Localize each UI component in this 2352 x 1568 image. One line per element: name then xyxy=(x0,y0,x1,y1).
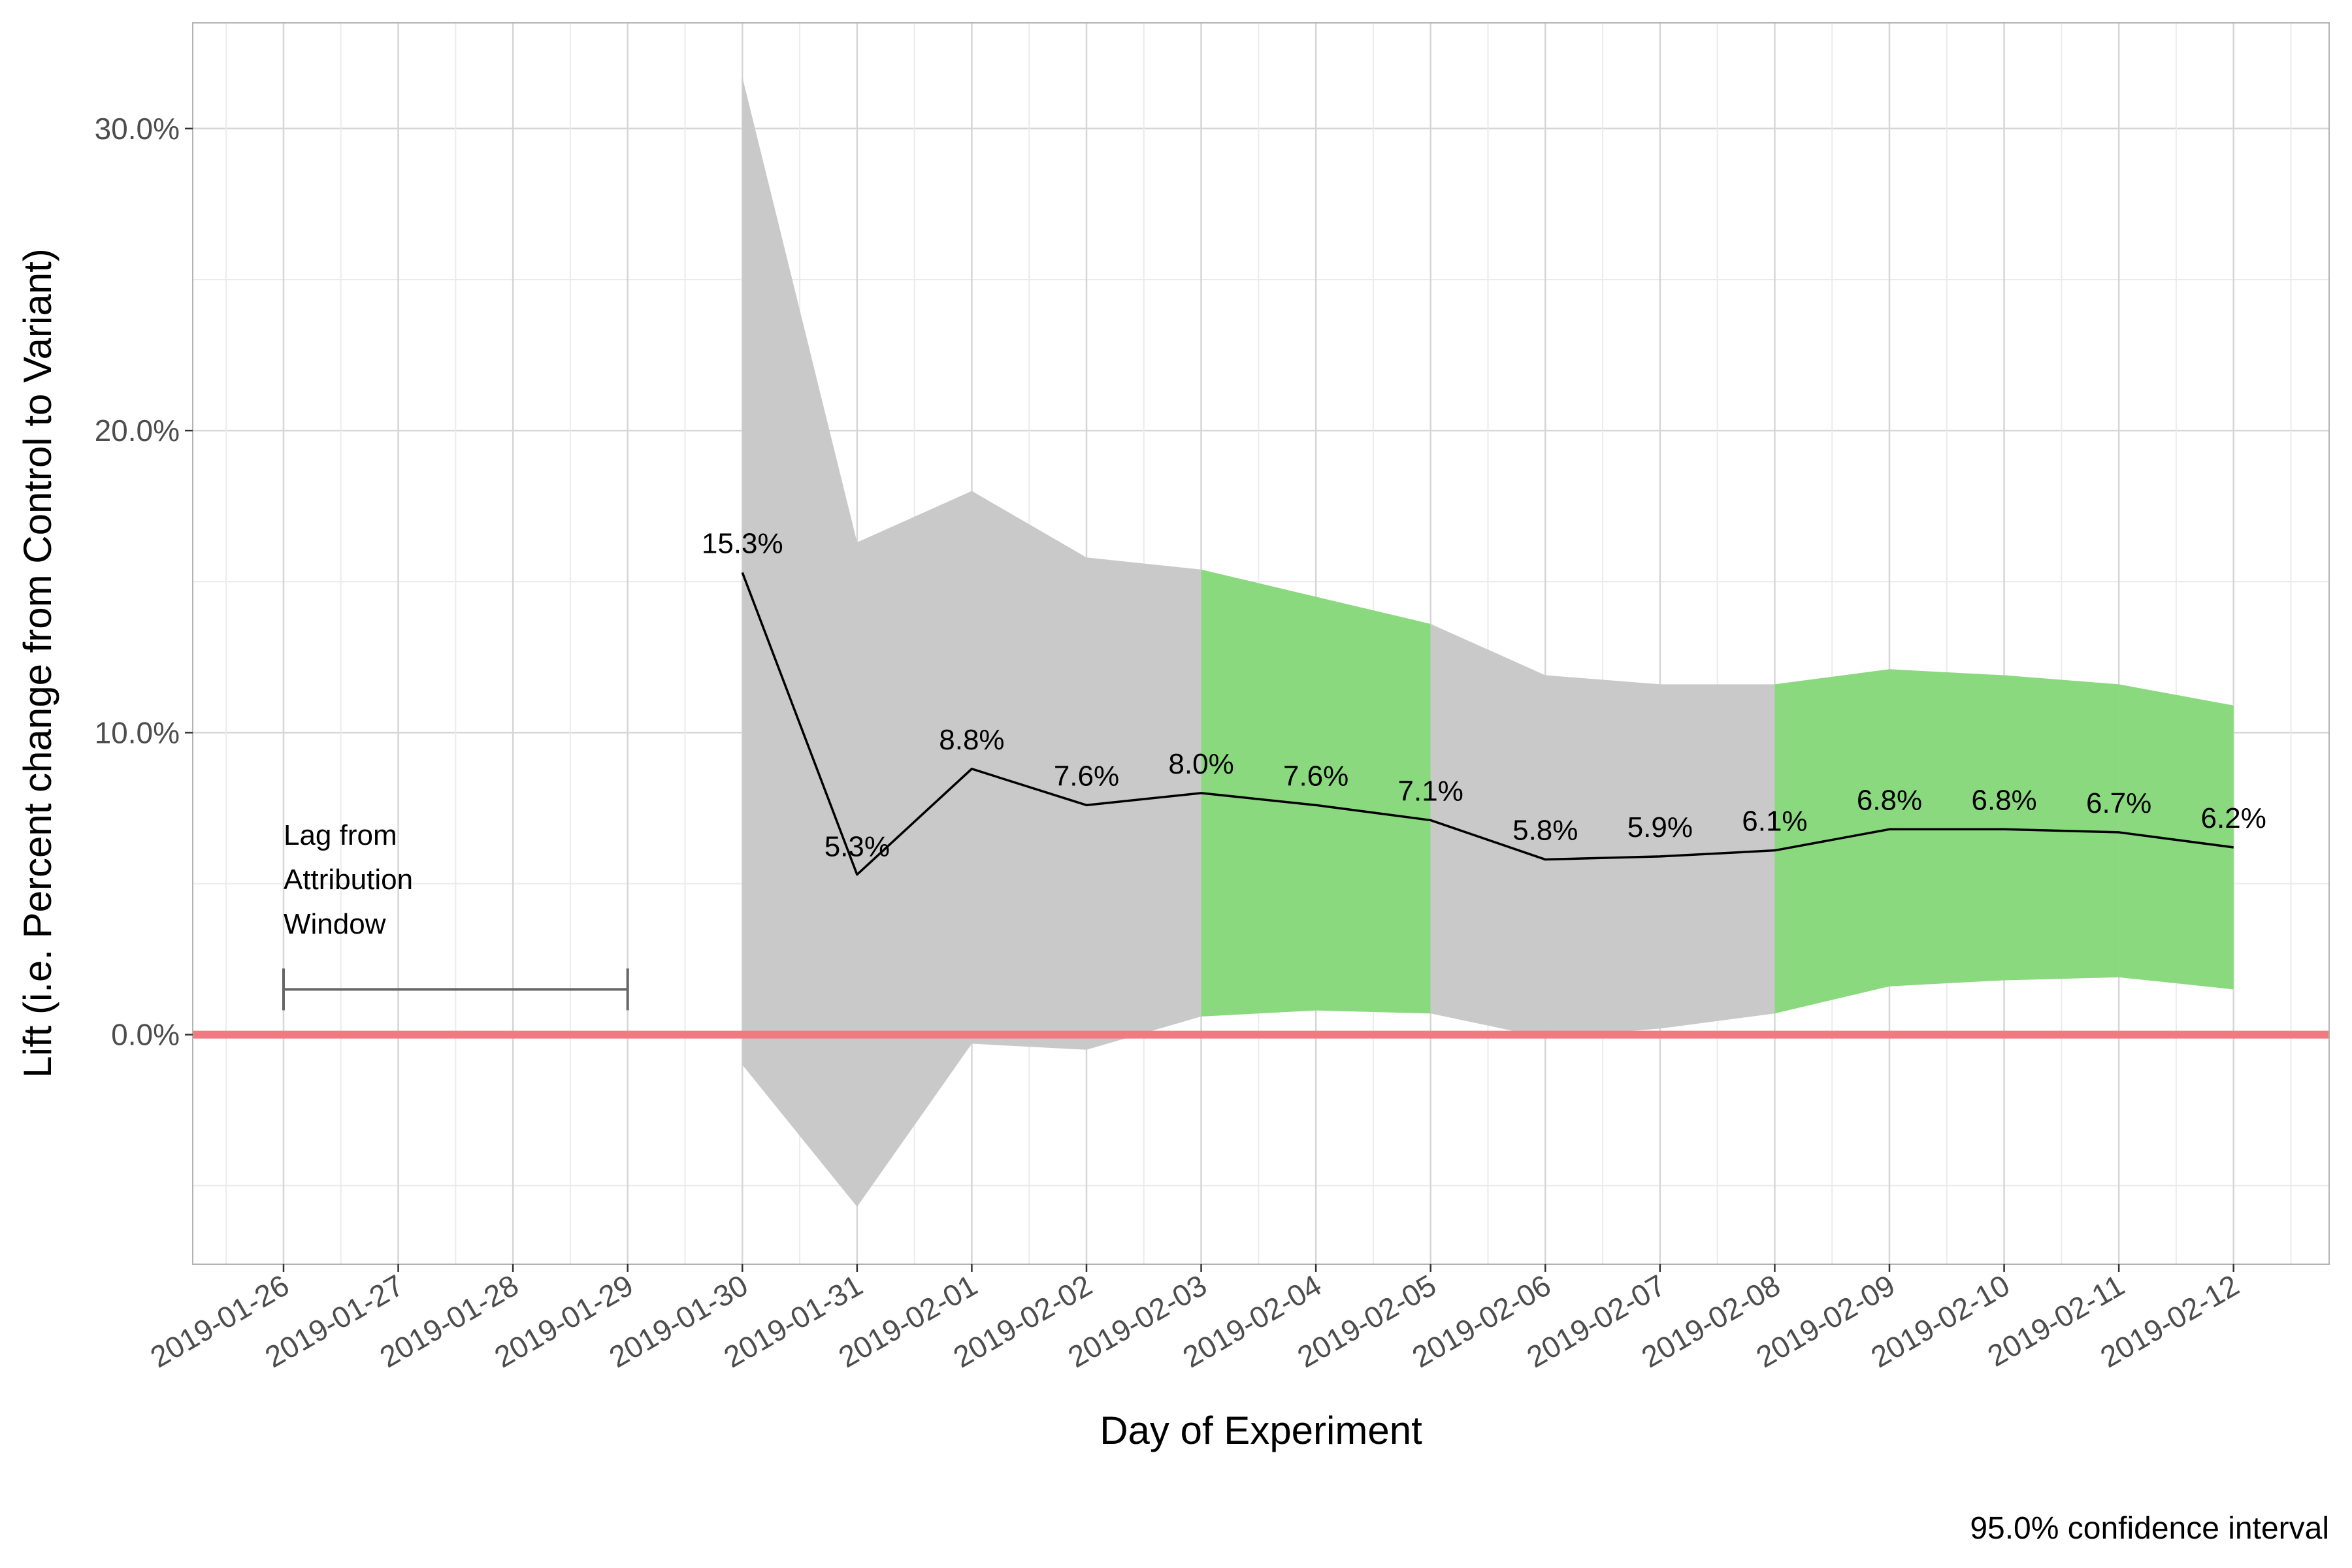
annotation-line: Attribution xyxy=(284,864,413,896)
data-label: 6.2% xyxy=(2201,802,2266,834)
y-tick-label: 20.0% xyxy=(95,414,180,448)
data-label: 6.7% xyxy=(2086,787,2151,819)
ci-segment xyxy=(1659,684,1775,1029)
confidence-band xyxy=(742,77,2234,1207)
data-label: 15.3% xyxy=(702,527,783,559)
data-label: 7.1% xyxy=(1398,775,1463,807)
data-label: 8.8% xyxy=(939,724,1004,756)
ci-segment-significant xyxy=(1774,669,1889,1014)
y-axis-title: Lift (i.e. Percent change from Control t… xyxy=(16,248,59,1077)
data-label: 7.6% xyxy=(1054,760,1119,792)
x-axis-title: Day of Experiment xyxy=(1100,1409,1422,1452)
annotation-line: Window xyxy=(284,908,386,940)
y-tick-label: 0.0% xyxy=(111,1018,180,1052)
data-labels: 15.3% 5.3% 8.8% 7.6% 8.0% 7.6% 7.1% 5.8% 5.9% 6.1… xyxy=(702,527,2266,862)
data-label: 6.8% xyxy=(1971,784,2036,816)
ci-segment-significant xyxy=(2119,684,2234,990)
lift-line xyxy=(741,572,2234,876)
ci-segment xyxy=(1430,623,1546,1038)
y-tick-label: 30.0% xyxy=(95,112,180,146)
y-axis-ticks: 0.0% 10.0% 20.0% 30.0% xyxy=(95,112,193,1052)
annotation-line: Lag from xyxy=(284,819,397,851)
data-label: 5.8% xyxy=(1512,815,1578,847)
data-label: 7.6% xyxy=(1283,760,1348,792)
ci-segment xyxy=(857,491,972,1207)
ci-segment-significant xyxy=(1889,669,2004,987)
ci-segment-significant xyxy=(2004,675,2119,981)
ci-segment xyxy=(742,77,857,1207)
lift-series xyxy=(741,572,2234,876)
data-label: 8.0% xyxy=(1168,748,1233,780)
ci-segment-significant xyxy=(1201,569,1316,1017)
panel-border xyxy=(192,22,2330,1265)
ci-segment xyxy=(972,491,1086,1050)
data-label: 6.8% xyxy=(1857,784,1922,816)
x-axis-ticks: 2019-01-262019-01-272019-01-282019-01-29… xyxy=(144,1264,2245,1374)
ci-segment xyxy=(1086,557,1201,1050)
data-label: 5.3% xyxy=(825,831,890,863)
attribution-lag-annotation: Lag from Attribution Window xyxy=(282,819,629,1011)
y-tick-label: 10.0% xyxy=(95,715,180,749)
ci-segment-significant xyxy=(1316,596,1431,1014)
data-label: 6.1% xyxy=(1742,806,1807,838)
data-label: 5.9% xyxy=(1627,811,1693,843)
ci-segment xyxy=(1545,675,1660,1038)
chart-caption: 95.0% confidence interval xyxy=(1970,1511,2329,1546)
